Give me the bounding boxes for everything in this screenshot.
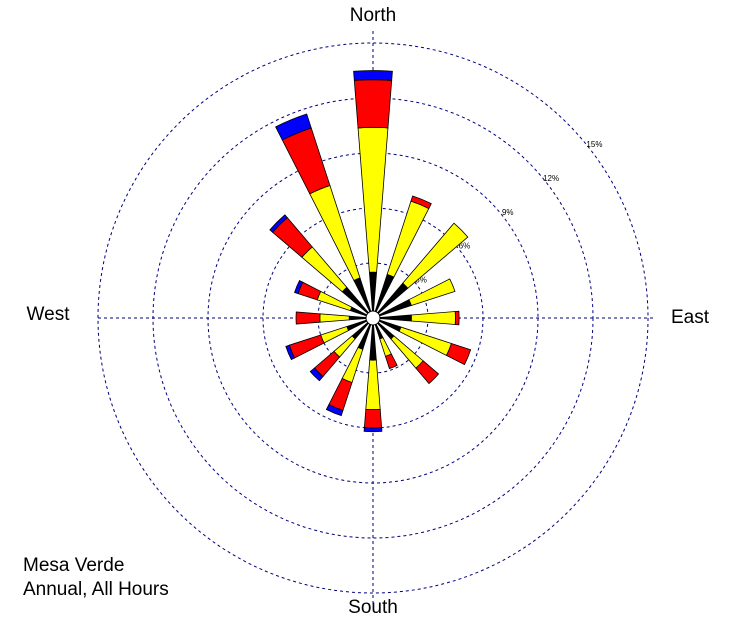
- grid-ring: [152, 97, 594, 539]
- petal-segment: [415, 360, 440, 385]
- petal-segment: [269, 214, 288, 233]
- petal-segment: [294, 280, 304, 295]
- direction-label: East: [671, 307, 710, 328]
- direction-label: South: [348, 597, 398, 618]
- petal-segment: [410, 311, 456, 325]
- petal-segment: [328, 377, 353, 411]
- grid-ring: [97, 42, 649, 594]
- petal-segment: [353, 79, 393, 129]
- ring-label: 6%: [459, 242, 471, 251]
- ring-label: 3%: [415, 276, 427, 285]
- location-note: Mesa Verde: [23, 555, 124, 576]
- ring-label: 15%: [586, 140, 602, 149]
- petal-segment: [410, 195, 432, 210]
- petal-segment: [363, 408, 383, 429]
- petal-segment: [363, 427, 383, 433]
- petal-segment: [353, 70, 393, 81]
- petal-segment: [325, 404, 344, 417]
- petal-segment: [275, 113, 312, 141]
- petal-segment: [408, 278, 456, 307]
- petal-segment: [285, 344, 296, 361]
- petal-segment: [357, 126, 389, 273]
- petal-segment: [295, 311, 321, 325]
- petal-segment: [402, 222, 469, 289]
- petal-segment: [288, 334, 325, 359]
- grid-ring: [207, 152, 539, 484]
- petal-segment: [379, 337, 392, 357]
- petal-segment: [454, 310, 460, 326]
- direction-label: West: [27, 304, 71, 325]
- period-note: Annual, All Hours: [23, 579, 169, 600]
- petal-segment: [309, 367, 324, 382]
- center-hole: [365, 310, 381, 326]
- petal-segment: [445, 342, 472, 366]
- petal-segment: [365, 359, 381, 411]
- ring-label: 9%: [502, 208, 514, 217]
- direction-label: North: [350, 5, 396, 26]
- petal-segment: [333, 335, 356, 358]
- ring-label: 12%: [543, 174, 559, 183]
- petal-segment: [320, 325, 350, 344]
- petal-segment: [384, 353, 398, 370]
- petal-segment: [319, 313, 350, 323]
